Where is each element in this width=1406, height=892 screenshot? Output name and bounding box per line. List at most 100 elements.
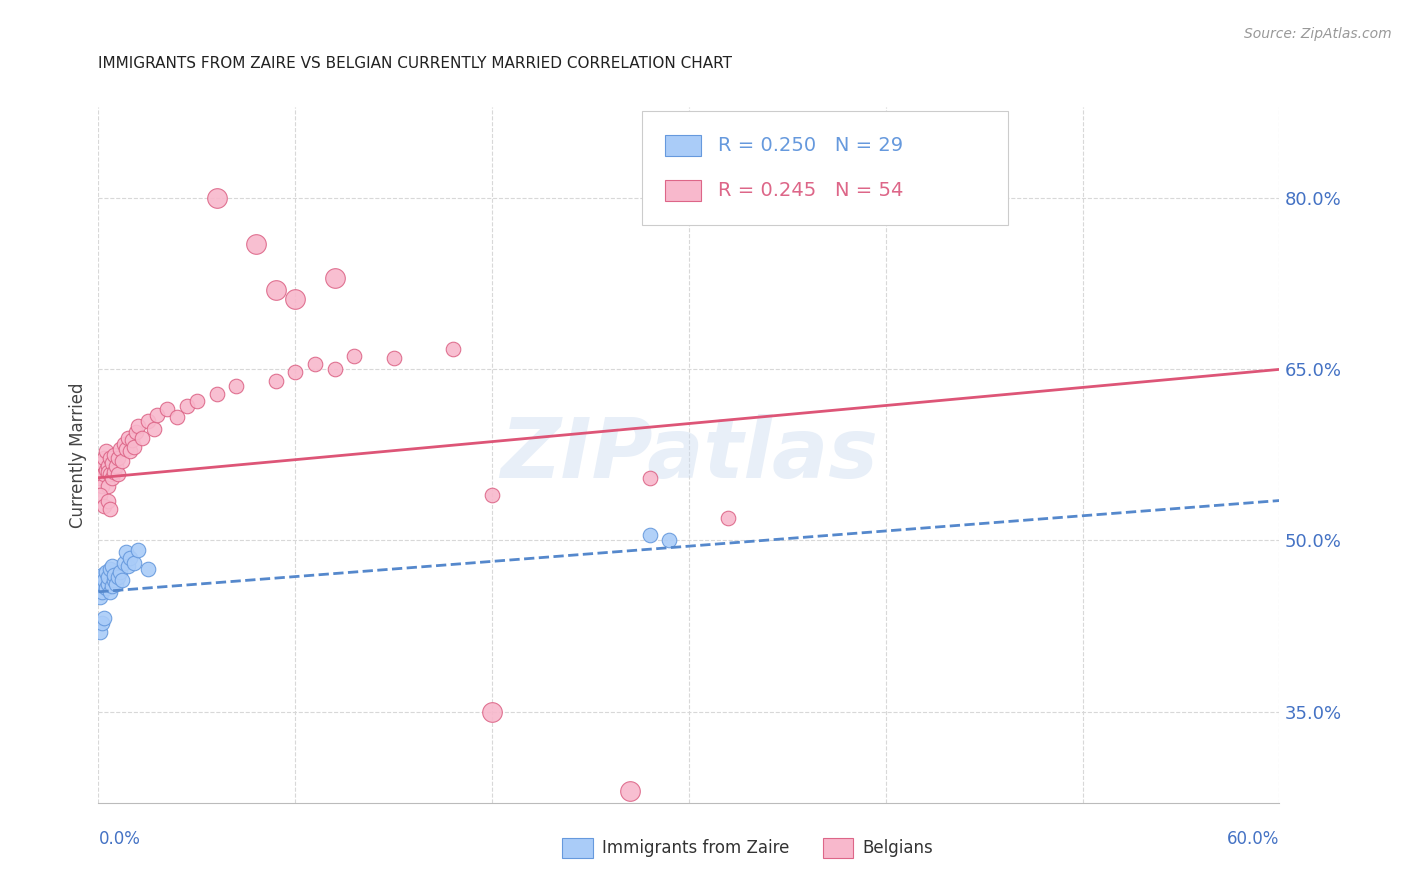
Point <box>97 570 120 584</box>
Point <box>117 431 139 445</box>
Point <box>91 479 114 493</box>
Point <box>136 562 159 576</box>
Point <box>225 379 247 393</box>
Point <box>264 374 287 388</box>
Point <box>93 467 115 482</box>
Point <box>658 533 681 548</box>
Point <box>97 465 120 479</box>
Point <box>101 471 124 485</box>
Point <box>89 591 111 605</box>
Point <box>111 574 134 588</box>
Point <box>323 362 346 376</box>
Point <box>96 566 118 580</box>
Point <box>91 567 114 582</box>
Point <box>103 448 125 462</box>
Point <box>107 451 129 466</box>
Point <box>93 579 115 593</box>
Point <box>264 283 287 297</box>
Point <box>101 456 124 470</box>
Point <box>91 615 114 630</box>
Point <box>97 459 120 474</box>
Point <box>115 442 138 457</box>
Point <box>115 545 138 559</box>
Text: Source: ZipAtlas.com: Source: ZipAtlas.com <box>1244 27 1392 41</box>
Point <box>105 576 128 591</box>
Point <box>98 501 121 516</box>
Point <box>323 271 346 285</box>
Point <box>156 402 179 417</box>
Point <box>101 579 124 593</box>
Point <box>98 467 121 482</box>
Point <box>382 351 405 365</box>
Point <box>103 465 125 479</box>
Point <box>118 444 141 458</box>
Point <box>93 500 115 514</box>
Point <box>111 453 134 467</box>
Point <box>205 387 228 401</box>
Point <box>107 467 129 482</box>
Text: ZIPatlas: ZIPatlas <box>501 415 877 495</box>
Text: R = 0.245   N = 54: R = 0.245 N = 54 <box>718 181 904 200</box>
Point <box>93 451 115 466</box>
Point <box>122 440 145 454</box>
Point <box>89 488 111 502</box>
Point <box>107 570 129 584</box>
Point <box>142 422 165 436</box>
Point <box>117 558 139 573</box>
Point <box>105 459 128 474</box>
Point <box>205 191 228 205</box>
Text: Immigrants from Zaire: Immigrants from Zaire <box>602 839 789 857</box>
Point <box>717 510 740 524</box>
Point <box>638 528 661 542</box>
Point <box>96 463 118 477</box>
Point <box>343 349 366 363</box>
Point <box>101 558 124 573</box>
Y-axis label: Currently Married: Currently Married <box>69 382 87 528</box>
FancyBboxPatch shape <box>665 135 700 156</box>
Text: 60.0%: 60.0% <box>1227 830 1279 847</box>
Point <box>91 456 114 470</box>
Point <box>97 493 120 508</box>
Text: 0.0%: 0.0% <box>98 830 141 847</box>
FancyBboxPatch shape <box>665 180 700 201</box>
Point <box>176 399 198 413</box>
Point <box>146 408 169 422</box>
Point <box>118 550 141 565</box>
Text: IMMIGRANTS FROM ZAIRE VS BELGIAN CURRENTLY MARRIED CORRELATION CHART: IMMIGRANTS FROM ZAIRE VS BELGIAN CURRENT… <box>98 56 733 71</box>
Point <box>112 556 135 570</box>
Point <box>121 433 143 447</box>
Point <box>127 542 149 557</box>
Point <box>98 584 121 599</box>
Text: Belgians: Belgians <box>862 839 932 857</box>
Point <box>619 784 641 798</box>
Point <box>112 436 135 450</box>
Point <box>481 488 503 502</box>
Point <box>97 576 120 591</box>
Point <box>103 574 125 588</box>
Point <box>108 442 131 457</box>
Point <box>131 431 153 445</box>
Point <box>89 471 111 485</box>
Point <box>98 562 121 576</box>
Point <box>125 425 148 439</box>
Point <box>481 705 503 719</box>
Point <box>304 357 326 371</box>
Point <box>284 365 307 379</box>
Point <box>93 574 115 588</box>
Point <box>97 479 120 493</box>
Point <box>166 410 188 425</box>
Point <box>103 567 125 582</box>
Point <box>93 611 115 625</box>
Point <box>108 566 131 580</box>
Point <box>136 414 159 428</box>
Point <box>91 584 114 599</box>
Point <box>441 342 464 356</box>
Point <box>89 624 111 639</box>
FancyBboxPatch shape <box>641 111 1008 226</box>
Point <box>245 236 267 251</box>
Point <box>284 292 307 306</box>
Point <box>122 556 145 570</box>
Point <box>638 471 661 485</box>
Point <box>127 419 149 434</box>
Point <box>96 444 118 458</box>
